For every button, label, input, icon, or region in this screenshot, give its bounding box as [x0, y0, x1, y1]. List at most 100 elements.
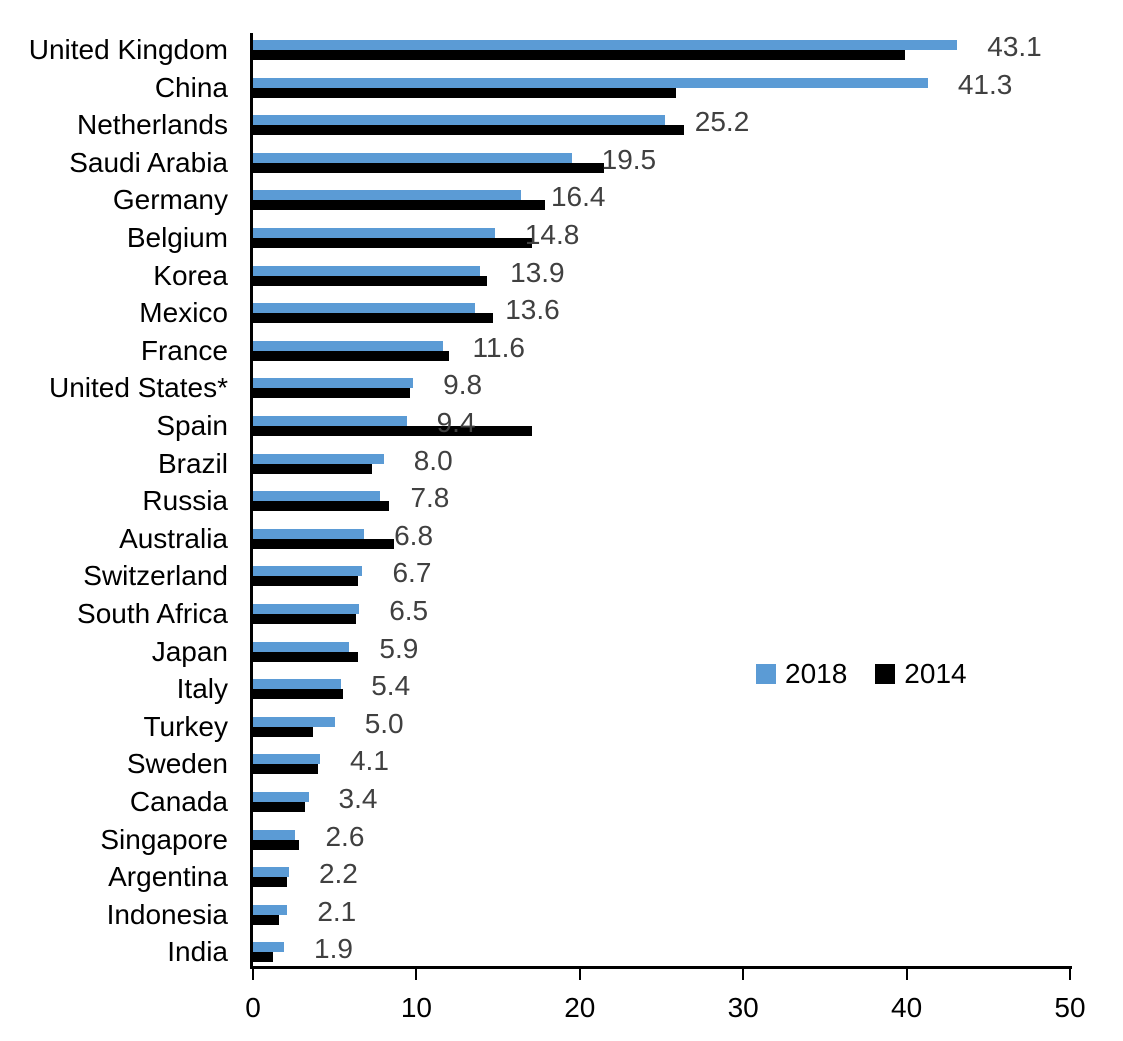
- x-tick-label: 40: [891, 992, 923, 1023]
- data-label: 11.6: [472, 331, 525, 363]
- category-label: Brazil: [157, 447, 228, 479]
- x-tick-label: 10: [400, 992, 432, 1023]
- bar-2018: [253, 904, 288, 915]
- bar-2014: [253, 388, 410, 399]
- data-label: 2.2: [318, 858, 358, 890]
- data-label: 16.4: [550, 181, 606, 213]
- data-label: 4.1: [349, 745, 389, 777]
- data-label: 6.8: [394, 519, 434, 551]
- bar-2014: [253, 50, 905, 60]
- data-label: 19.5: [601, 143, 657, 175]
- category-label: Saudi Arabia: [69, 146, 228, 178]
- x-tick-label: 30: [727, 992, 759, 1023]
- bar-2018: [253, 152, 572, 163]
- bar-2018: [253, 416, 407, 426]
- bar-2018: [253, 792, 309, 802]
- data-label: 43.1: [987, 31, 1042, 62]
- legend-swatch-2018: [756, 664, 776, 684]
- category-label: Argentina: [108, 861, 228, 893]
- x-tick-label: 0: [245, 992, 261, 1023]
- bar-2018: [253, 867, 289, 878]
- data-label: 5.0: [364, 707, 404, 739]
- legend-label-2014: 2014: [904, 658, 967, 689]
- bar-2018: [253, 190, 521, 201]
- data-label: 2.6: [325, 820, 365, 852]
- bar-2018: [253, 303, 476, 314]
- data-label: 13.6: [505, 294, 560, 326]
- category-label: Australia: [119, 522, 228, 554]
- bar-2014: [253, 538, 394, 549]
- category-label: Korea: [153, 259, 228, 291]
- bar-2014: [253, 162, 605, 173]
- data-label: 5.9: [379, 632, 419, 664]
- bar-2018: [253, 942, 285, 953]
- bar-2014: [253, 238, 533, 248]
- bar-2018: [253, 716, 335, 727]
- legend-item-2014: 2014: [875, 658, 967, 689]
- data-label: 9.8: [443, 369, 483, 401]
- data-label: 14.8: [524, 219, 580, 250]
- legend-item-2018: 2018: [756, 660, 847, 688]
- bar-2014: [253, 614, 356, 624]
- data-label: 6.5: [389, 595, 429, 626]
- x-tick-mark: [578, 969, 581, 980]
- data-label: 7.8: [410, 482, 450, 514]
- bar-2014: [253, 501, 389, 512]
- bar-2014: [253, 877, 288, 888]
- bar-2018: [253, 754, 320, 765]
- legend-label-2018: 2018: [785, 658, 848, 689]
- bar-2014: [253, 839, 299, 850]
- bar-2018: [253, 378, 414, 389]
- legend-swatch-2014: [875, 664, 896, 684]
- bar-2014: [253, 764, 319, 775]
- bar-2018: [253, 340, 443, 351]
- data-label: 3.4: [338, 783, 378, 814]
- data-label: 1.9: [314, 933, 353, 965]
- bar-2014: [253, 689, 343, 700]
- category-label: Turkey: [143, 710, 228, 742]
- x-axis-line: [250, 966, 1072, 969]
- x-tick-mark: [742, 969, 745, 980]
- category-label: Spain: [156, 410, 228, 441]
- category-label: China: [154, 71, 228, 103]
- bar-2014: [253, 651, 358, 662]
- bar-2018: [253, 679, 342, 690]
- category-label: Singapore: [100, 823, 228, 855]
- legend: 2018 2014: [756, 660, 967, 688]
- category-label: France: [140, 334, 228, 366]
- bar-2018: [253, 604, 360, 614]
- bar-2014: [253, 200, 546, 211]
- bar-2014: [253, 125, 685, 136]
- category-label: Japan: [151, 635, 228, 667]
- bar-2014: [253, 426, 533, 436]
- data-label: 13.9: [510, 256, 565, 288]
- data-label: 9.4: [436, 407, 476, 438]
- bar-2018: [253, 265, 481, 276]
- bar-2014: [253, 275, 487, 286]
- bar-2018: [253, 528, 365, 539]
- category-label: Russia: [142, 485, 228, 517]
- bar-2014: [253, 463, 373, 474]
- data-label: 5.4: [371, 670, 411, 702]
- x-tick-label: 50: [1054, 992, 1086, 1023]
- x-tick-mark: [1069, 969, 1071, 980]
- bar-2018: [253, 453, 384, 464]
- x-tick-mark: [415, 969, 418, 980]
- x-tick-mark: [905, 969, 908, 980]
- category-label: Germany: [112, 184, 228, 216]
- bar-2018: [253, 77, 928, 88]
- data-label: 8.0: [413, 444, 453, 476]
- y-axis-line: [250, 33, 253, 969]
- bar-2014: [253, 350, 450, 361]
- category-label: Mexico: [139, 297, 228, 329]
- category-label: Italy: [176, 673, 228, 705]
- bar-2018: [253, 115, 665, 126]
- category-label: Indonesia: [106, 898, 228, 930]
- bar-2018: [253, 491, 381, 502]
- bar-2014: [253, 802, 306, 812]
- x-tick-label: 20: [564, 992, 596, 1023]
- category-label: India: [167, 936, 228, 968]
- data-label: 25.2: [694, 106, 750, 138]
- bar-2014: [253, 726, 314, 737]
- category-label: United Kingdom: [28, 34, 228, 65]
